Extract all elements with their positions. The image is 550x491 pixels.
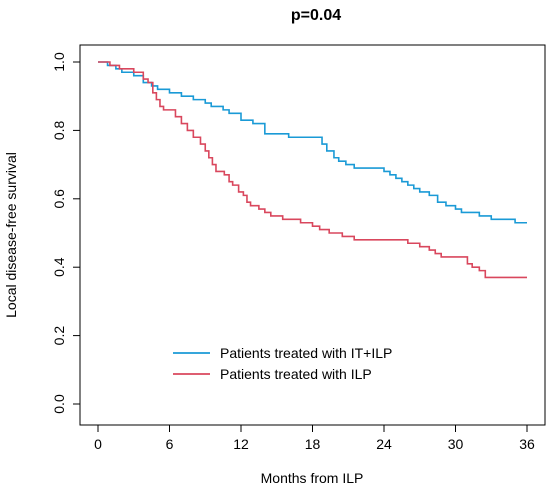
x-axis-title: Months from ILP xyxy=(261,470,364,486)
y-tick-label: 0.4 xyxy=(51,257,67,277)
y-tick-label: 1.0 xyxy=(51,52,67,72)
x-tick-label: 30 xyxy=(448,436,464,452)
x-tick-label: 12 xyxy=(233,436,249,452)
y-tick-label: 0.8 xyxy=(51,120,67,140)
legend: Patients treated with IT+ILP Patients tre… xyxy=(173,345,392,382)
x-tick-label: 36 xyxy=(519,436,535,452)
y-axis-title: Local disease-free survival xyxy=(3,152,19,318)
y-tick-label: 0.2 xyxy=(51,326,67,346)
legend-label-1: Patients treated with IT+ILP xyxy=(220,345,392,361)
x-tick-label: 18 xyxy=(305,436,321,452)
series-line-2 xyxy=(98,61,527,279)
x-tick-label: 0 xyxy=(94,436,102,452)
y-axis: 0.0 0.2 0.4 0.6 0.8 1.0 xyxy=(51,52,81,414)
legend-label-2: Patients treated with ILP xyxy=(220,366,372,382)
x-tick-label: 24 xyxy=(376,436,392,452)
series-layer xyxy=(98,61,527,279)
x-axis: 0 6 12 18 24 30 36 xyxy=(94,424,535,452)
y-tick-label: 0.6 xyxy=(51,189,67,209)
chart-title: p=0.04 xyxy=(291,7,341,24)
x-tick-label: 6 xyxy=(166,436,174,452)
y-tick-label: 0.0 xyxy=(51,394,67,414)
series-line-1 xyxy=(98,61,527,224)
